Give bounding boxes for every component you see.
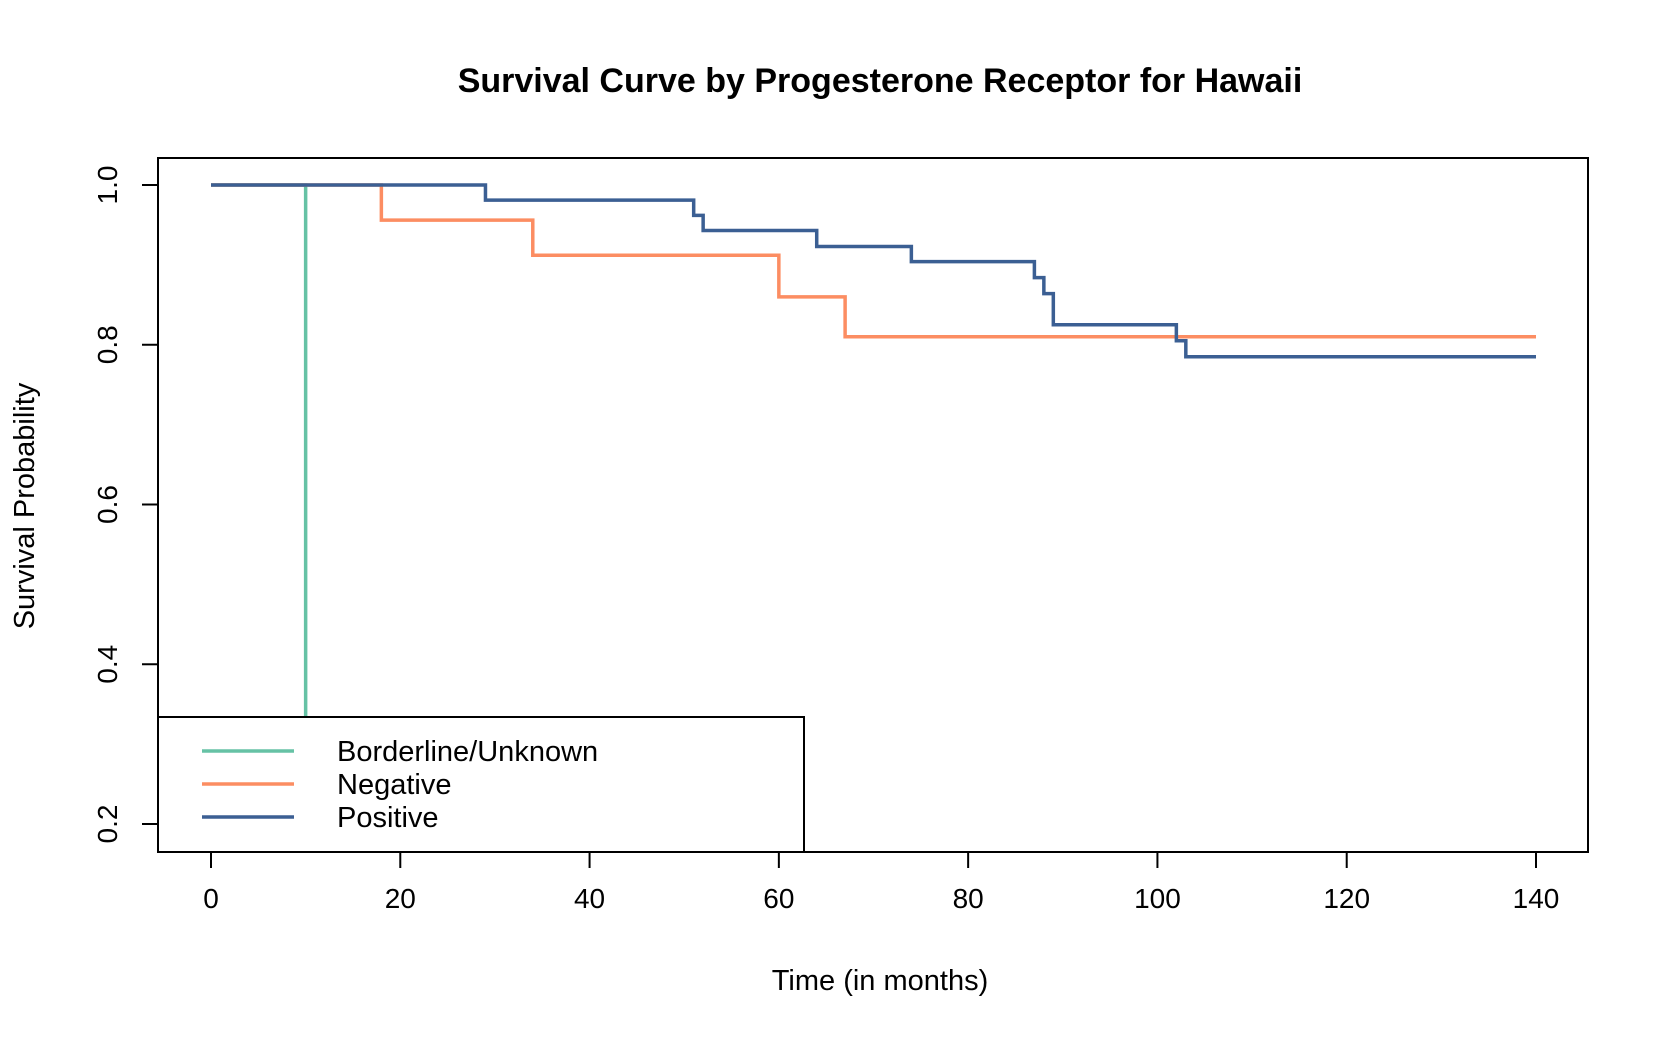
x-tick-label: 0: [203, 883, 219, 914]
x-tick-label: 40: [574, 883, 605, 914]
x-tick-label: 100: [1134, 883, 1181, 914]
plot-frame: [157, 157, 1589, 853]
chart-title: Survival Curve by Progesterone Receptor …: [458, 62, 1303, 100]
series-line-positive: [211, 183, 1536, 359]
legend-label: Positive: [337, 802, 439, 834]
x-tick-label: 140: [1513, 883, 1560, 914]
y-tick-label: 1.0: [92, 166, 123, 205]
x-axis: 0 20 40 60 80 100 120 140: [203, 852, 1559, 914]
series-line-borderline-unknown: [211, 183, 308, 852]
y-tick-label: 0.8: [92, 325, 123, 364]
y-tick-label: 0.6: [92, 485, 123, 524]
y-tick-label: 0.2: [92, 805, 123, 844]
series-line-negative: [211, 183, 1536, 339]
y-axis-label: Survival Probability: [9, 382, 41, 629]
x-tick-label: 60: [763, 883, 794, 914]
x-axis-label: Time (in months): [772, 965, 988, 997]
x-tick-label: 80: [953, 883, 984, 914]
x-tick-label: 20: [385, 883, 416, 914]
legend-label: Borderline/Unknown: [337, 736, 598, 768]
y-tick-label: 0.4: [92, 645, 123, 684]
plot-curves: [211, 183, 1536, 852]
y-axis: 0.2 0.4 0.6 0.8 1.0: [92, 166, 158, 844]
legend-label: Negative: [337, 769, 451, 801]
x-tick-label: 120: [1323, 883, 1370, 914]
